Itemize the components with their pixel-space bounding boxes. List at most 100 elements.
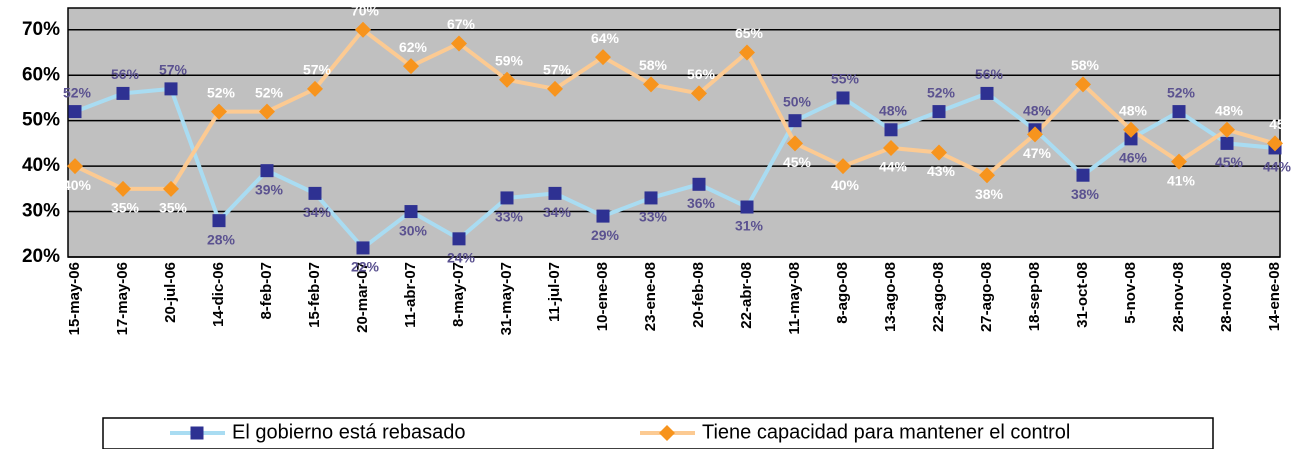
marker: [115, 180, 131, 197]
marker: [260, 164, 274, 178]
data-label: 67%: [447, 16, 476, 32]
x-tick-label: 20-mar-07: [354, 262, 371, 333]
marker: [740, 200, 754, 214]
data-label: 48%: [1119, 102, 1148, 118]
data-label: 35%: [159, 200, 188, 216]
legend-label: Tiene capacidad para mantener el control: [702, 421, 1070, 443]
legend-marker: [190, 426, 204, 440]
data-label: 50%: [783, 93, 812, 109]
data-label: 36%: [687, 195, 716, 211]
data-label: 52%: [255, 84, 284, 100]
marker: [499, 71, 515, 88]
data-label: 46%: [1119, 150, 1148, 166]
y-tick-label: 60%: [22, 64, 60, 85]
marker: [739, 44, 755, 61]
data-label: 52%: [927, 84, 956, 100]
marker: [691, 85, 707, 102]
x-tick-label: 27-ago-08: [978, 262, 995, 332]
data-label: 58%: [1071, 57, 1100, 73]
marker: [1171, 153, 1187, 170]
marker: [787, 135, 803, 152]
x-tick-label: 28-nov-08: [1170, 262, 1187, 332]
data-label: 22%: [351, 259, 380, 275]
data-label: 41%: [1167, 172, 1196, 188]
marker: [548, 186, 562, 200]
data-label: 40%: [831, 177, 860, 193]
x-tick-label: 17-may-06: [114, 262, 131, 335]
marker: [1172, 105, 1186, 119]
y-tick-label: 20%: [22, 246, 60, 267]
data-label: 56%: [975, 66, 1004, 82]
marker: [1124, 132, 1138, 146]
marker: [356, 241, 370, 255]
marker: [308, 186, 322, 200]
data-label: 45%: [783, 154, 812, 170]
x-tick-label: 20-jul-06: [162, 262, 179, 323]
marker: [979, 167, 995, 184]
data-label: 58%: [639, 57, 668, 73]
data-label: 64%: [591, 30, 620, 46]
data-label: 48%: [1215, 102, 1244, 118]
x-tick-label: 22-abr-08: [738, 262, 755, 329]
marker: [451, 35, 467, 52]
marker: [595, 49, 611, 66]
data-label: 24%: [447, 250, 476, 266]
marker: [404, 205, 418, 219]
marker: [932, 105, 946, 119]
data-label: 52%: [207, 84, 236, 100]
x-tick-label: 15-may-06: [66, 262, 83, 335]
y-tick-label: 30%: [22, 201, 60, 222]
data-label: 40%: [63, 177, 92, 193]
x-tick-label: 31-may-07: [498, 262, 515, 335]
x-tick-label: 14-dic-06: [210, 262, 227, 327]
x-tick-label: 10-ene-08: [594, 262, 611, 331]
data-label: 39%: [255, 181, 284, 197]
data-label: 48%: [879, 102, 908, 118]
x-tick-label: 11-jul-07: [546, 262, 563, 322]
legend-label: El gobierno está rebasado: [232, 421, 466, 443]
marker: [836, 91, 850, 105]
data-label: 57%: [543, 62, 572, 78]
marker: [788, 114, 802, 128]
marker: [500, 191, 514, 205]
y-tick-label: 70%: [22, 19, 60, 40]
x-tick-label: 22-ago-08: [930, 262, 947, 332]
x-tick-label: 8-feb-07: [258, 262, 275, 320]
data-label: 62%: [399, 39, 428, 55]
marker: [259, 103, 275, 120]
marker: [884, 123, 898, 137]
marker: [1220, 136, 1234, 150]
plot-area: [67, 7, 1281, 258]
marker: [596, 209, 610, 223]
data-label: 45%: [1215, 154, 1244, 170]
marker: [644, 191, 658, 205]
x-tick-label: 18-sep-08: [1026, 262, 1043, 331]
data-label: 70%: [351, 3, 380, 19]
marker: [692, 177, 706, 191]
marker: [980, 86, 994, 100]
x-tick-label: 31-oct-08: [1074, 262, 1091, 328]
marker: [307, 80, 323, 97]
data-label: 43%: [927, 163, 956, 179]
data-label: 31%: [735, 218, 764, 234]
data-label: 33%: [495, 209, 524, 225]
series-line: [74, 86, 1276, 251]
x-tick-label: 11-may-08: [786, 262, 803, 335]
marker: [355, 21, 371, 38]
data-label: 34%: [303, 204, 332, 220]
data-label: 56%: [111, 66, 140, 82]
data-label: 44%: [879, 159, 908, 175]
data-label: 52%: [1167, 84, 1196, 100]
data-label: 52%: [63, 84, 92, 100]
data-label: 65%: [735, 25, 764, 41]
data-label: 48%: [1023, 102, 1052, 118]
data-label: 47%: [1023, 145, 1052, 161]
x-tick-label: 15-feb-07: [306, 262, 323, 328]
marker: [67, 158, 83, 175]
marker: [403, 58, 419, 75]
marker: [643, 76, 659, 93]
y-tick-label: 40%: [22, 155, 60, 176]
marker: [1027, 126, 1043, 143]
x-tick-label: 8-ago-08: [834, 262, 851, 324]
